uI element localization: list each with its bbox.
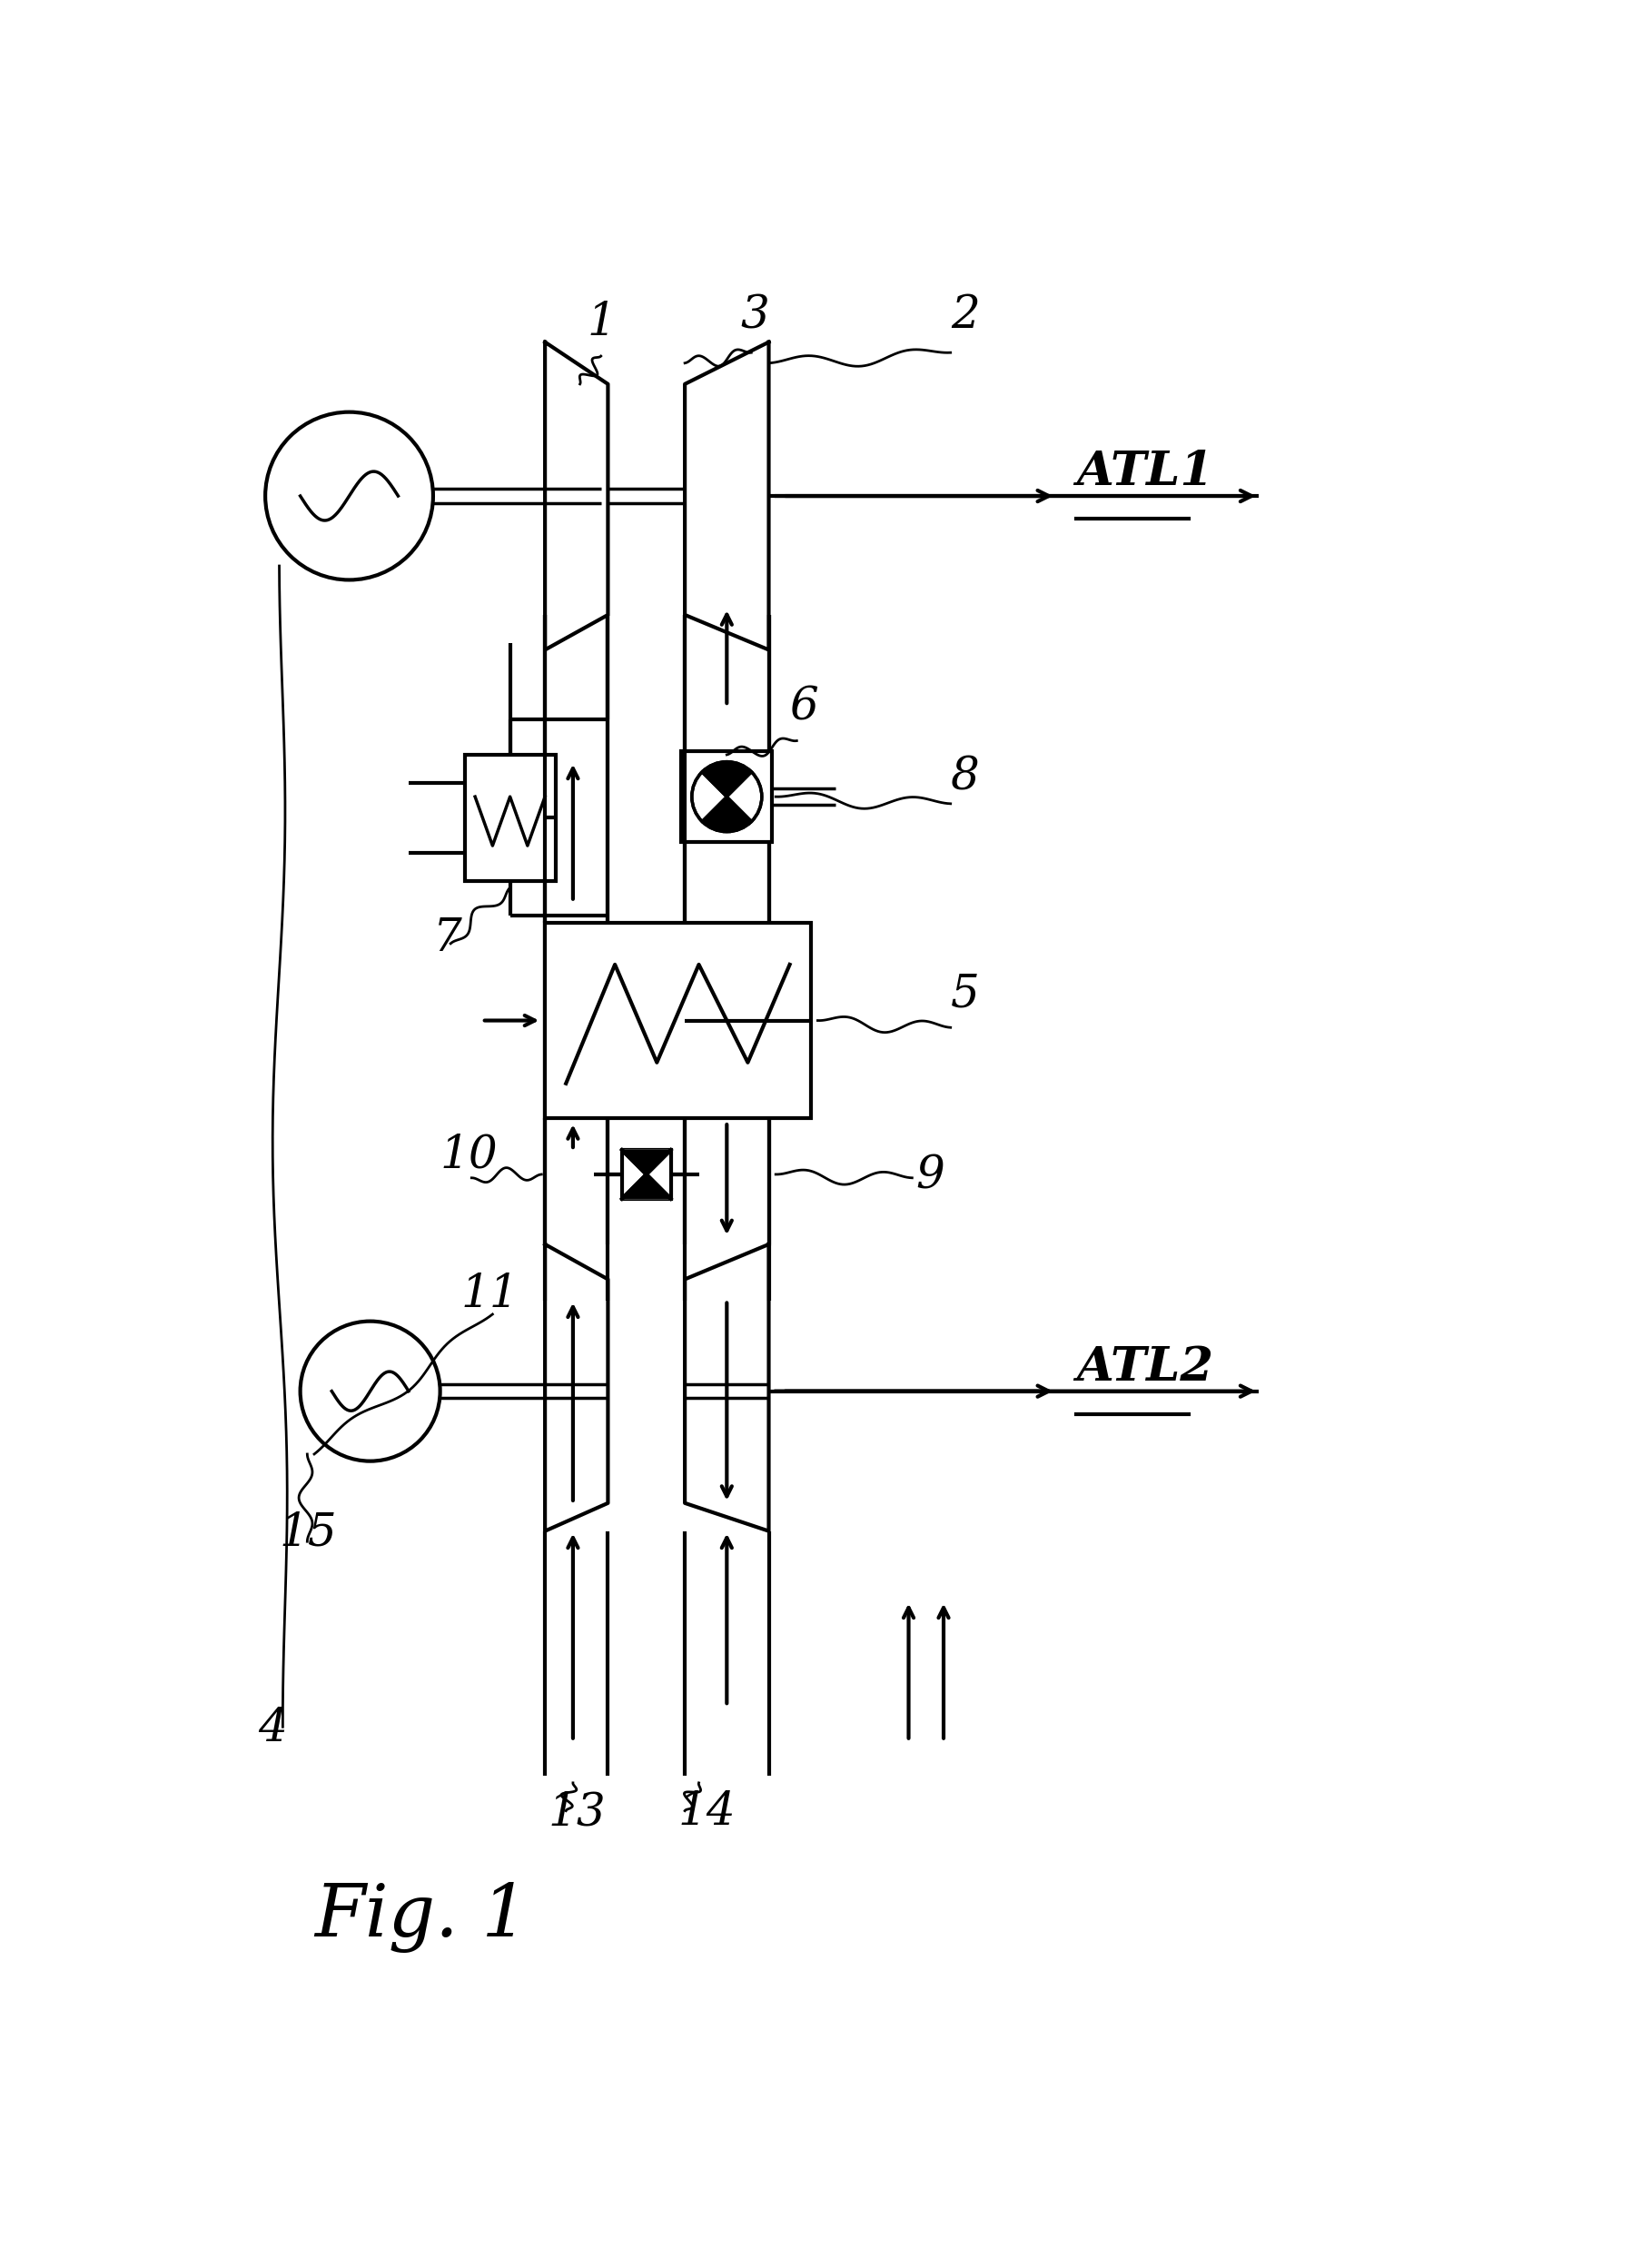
Text: 5: 5 xyxy=(950,971,980,1016)
Polygon shape xyxy=(545,342,607,651)
Text: Fig. 1: Fig. 1 xyxy=(313,1882,528,1953)
Polygon shape xyxy=(545,1245,607,1531)
Bar xyxy=(622,1150,671,1200)
Polygon shape xyxy=(684,342,768,651)
Text: 11: 11 xyxy=(461,1272,519,1318)
Wedge shape xyxy=(702,796,752,832)
Text: 13: 13 xyxy=(548,1789,606,1835)
Polygon shape xyxy=(622,1150,671,1200)
Polygon shape xyxy=(622,1150,671,1200)
Text: 7: 7 xyxy=(433,916,461,962)
Text: 14: 14 xyxy=(678,1789,735,1835)
Bar xyxy=(681,751,771,841)
Text: ATL1: ATL1 xyxy=(1076,449,1213,494)
Bar xyxy=(464,755,555,880)
Text: 10: 10 xyxy=(440,1132,497,1177)
Wedge shape xyxy=(691,771,727,821)
Text: 4: 4 xyxy=(258,1706,287,1751)
Text: 6: 6 xyxy=(789,685,819,730)
Wedge shape xyxy=(702,762,752,796)
Bar xyxy=(545,923,811,1118)
Text: 1: 1 xyxy=(586,299,615,345)
Text: 15: 15 xyxy=(279,1510,336,1556)
Text: 8: 8 xyxy=(950,755,980,801)
Polygon shape xyxy=(684,1245,768,1531)
Text: 9: 9 xyxy=(916,1154,944,1198)
Text: ATL2: ATL2 xyxy=(1076,1345,1213,1390)
Text: 3: 3 xyxy=(740,293,770,338)
Text: 2: 2 xyxy=(950,293,980,338)
Wedge shape xyxy=(727,771,761,821)
